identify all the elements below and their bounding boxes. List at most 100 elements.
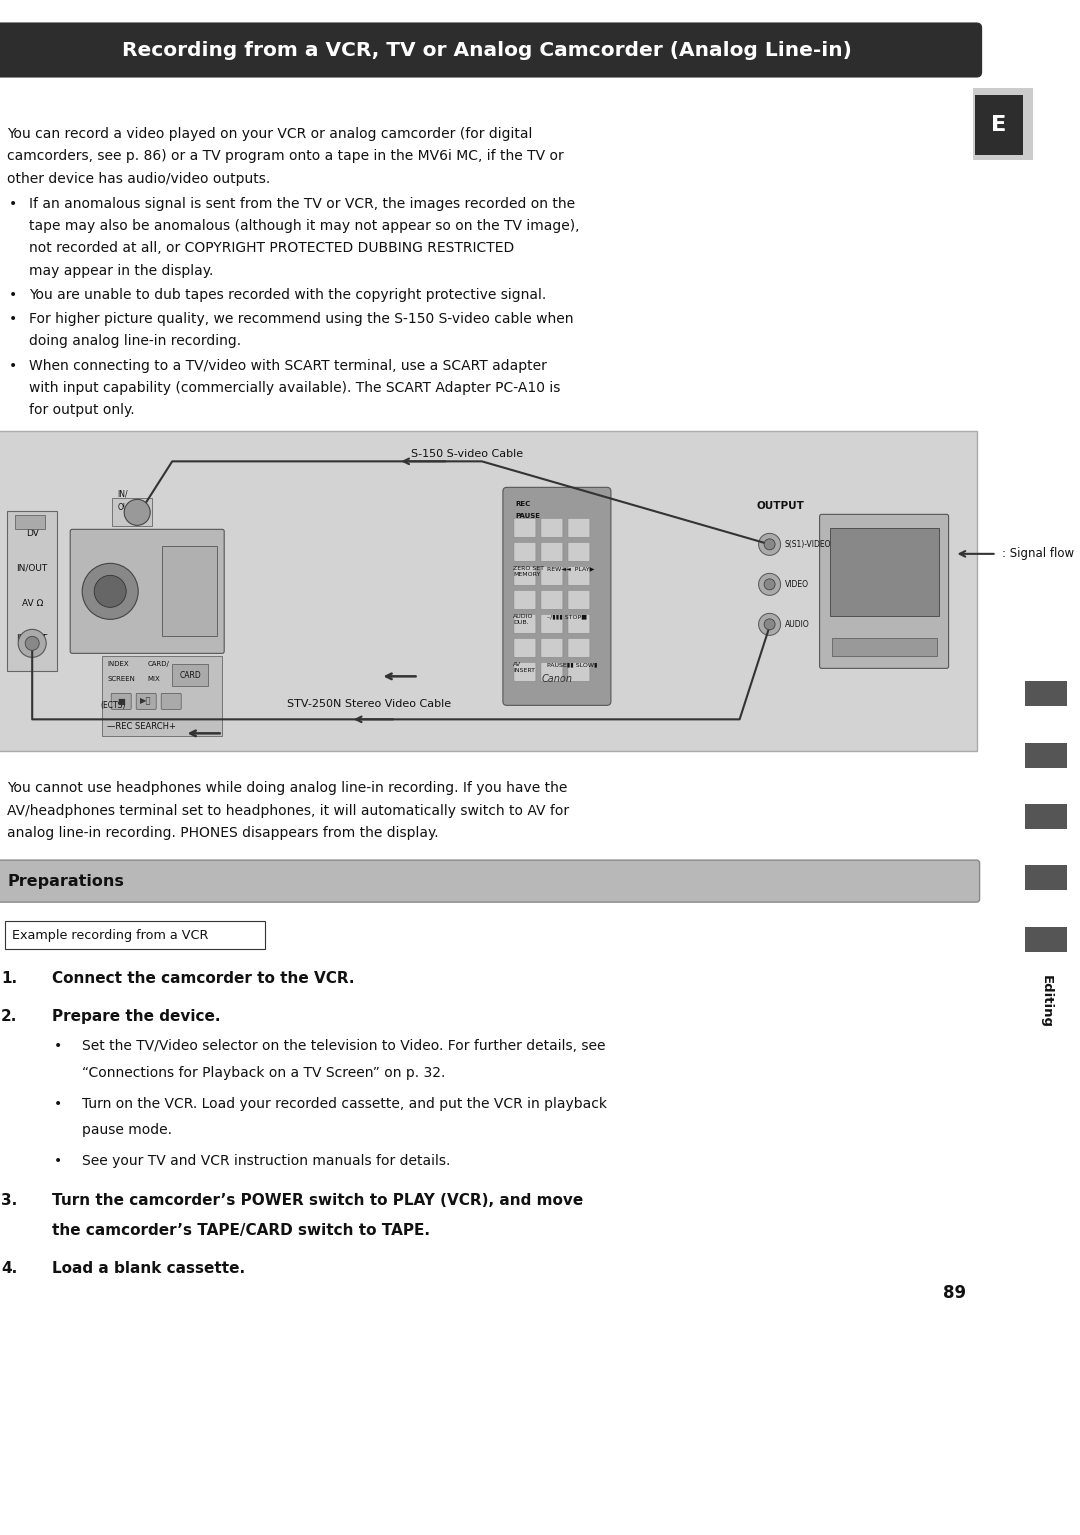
Text: OUTPUT: OUTPUT [757, 502, 805, 511]
Text: •: • [54, 1154, 63, 1168]
FancyBboxPatch shape [514, 639, 536, 657]
Text: CARD/: CARD/ [147, 662, 170, 668]
Text: •: • [54, 1096, 63, 1111]
Text: with input capability (commercially available). The SCART Adapter PC-A10 is: with input capability (commercially avai… [29, 381, 561, 394]
Bar [15, 516, 45, 530]
Text: You can record a video played on your VCR or analog camcorder (for digital: You can record a video played on your VC… [8, 127, 532, 141]
Bar [112, 499, 152, 527]
Text: Set the TV/Video selector on the television to Video. For further details, see: Set the TV/Video selector on the televis… [82, 1039, 606, 1053]
Circle shape [765, 619, 775, 629]
Text: AV Ω: AV Ω [22, 599, 43, 608]
Text: IN/OUT: IN/OUT [16, 563, 48, 573]
Text: PAUSE▮▮ SLOW▮: PAUSE▮▮ SLOW▮ [546, 662, 597, 668]
Text: Example recording from a VCR: Example recording from a VCR [12, 929, 208, 941]
Text: ZERO SET
MEMORY: ZERO SET MEMORY [513, 566, 544, 577]
FancyBboxPatch shape [111, 694, 131, 709]
Bar [5, 921, 266, 949]
Text: REW◄◄  PLAY▶: REW◄◄ PLAY▶ [546, 566, 594, 571]
FancyBboxPatch shape [503, 487, 611, 706]
Bar [973, 87, 1032, 160]
Text: camcorders, see p. 86) or a TV program onto a tape in the MV6i MC, if the TV or: camcorders, see p. 86) or a TV program o… [8, 149, 564, 163]
Text: •: • [10, 196, 17, 210]
FancyBboxPatch shape [514, 662, 536, 682]
Circle shape [94, 576, 126, 608]
Bar [0, 431, 976, 751]
Text: not recorded at all, or COPYRIGHT PROTECTED DUBBING RESTRICTED: not recorded at all, or COPYRIGHT PROTEC… [29, 241, 514, 255]
Text: AV
INSERT: AV INSERT [513, 662, 535, 674]
Text: INDEX: INDEX [107, 662, 129, 668]
FancyBboxPatch shape [541, 591, 563, 609]
FancyBboxPatch shape [568, 614, 590, 634]
Text: ▶⏸: ▶⏸ [140, 697, 152, 706]
FancyBboxPatch shape [568, 542, 590, 562]
Circle shape [758, 574, 781, 596]
Text: •: • [10, 312, 17, 325]
Text: for output only.: for output only. [29, 404, 135, 418]
Text: 2.: 2. [1, 1008, 17, 1024]
Text: See your TV and VCR instruction manuals for details.: See your TV and VCR instruction manuals … [82, 1154, 450, 1168]
FancyBboxPatch shape [70, 530, 225, 654]
Bar [1025, 866, 1067, 890]
Bar [103, 657, 222, 737]
Bar [974, 95, 1023, 155]
FancyBboxPatch shape [541, 542, 563, 562]
FancyBboxPatch shape [541, 662, 563, 682]
Bar [162, 546, 217, 637]
Circle shape [765, 539, 775, 550]
FancyBboxPatch shape [541, 519, 563, 537]
Text: ■: ■ [118, 697, 125, 706]
Text: : Signal flow: : Signal flow [1001, 548, 1074, 560]
Text: (ECTS): (ECTS) [100, 701, 125, 711]
Circle shape [25, 637, 39, 651]
Text: S(S1)-VIDEO: S(S1)-VIDEO [784, 540, 832, 550]
Text: Connect the camcorder to the VCR.: Connect the camcorder to the VCR. [52, 972, 354, 985]
Circle shape [124, 499, 150, 525]
Circle shape [758, 533, 781, 556]
Text: —REC SEARCH+: —REC SEARCH+ [107, 723, 176, 731]
Bar [829, 528, 939, 617]
Text: AUDIO
DUB.: AUDIO DUB. [513, 614, 534, 625]
Bar [1025, 804, 1067, 829]
Text: Canon: Canon [541, 674, 572, 685]
Bar [172, 665, 208, 686]
Text: 3.: 3. [1, 1193, 17, 1208]
Text: SCREEN: SCREEN [107, 677, 135, 683]
FancyBboxPatch shape [514, 591, 536, 609]
FancyBboxPatch shape [541, 639, 563, 657]
FancyBboxPatch shape [568, 639, 590, 657]
Text: •: • [10, 359, 17, 373]
FancyBboxPatch shape [541, 566, 563, 585]
Text: MIX: MIX [147, 677, 160, 683]
Text: 89: 89 [944, 1283, 967, 1302]
FancyBboxPatch shape [514, 566, 536, 585]
Text: You are unable to dub tapes recorded with the copyright protective signal.: You are unable to dub tapes recorded wit… [29, 287, 546, 302]
Circle shape [18, 629, 46, 657]
Text: doing analog line-in recording.: doing analog line-in recording. [29, 335, 241, 348]
Text: the camcorder’s TAPE/CARD switch to TAPE.: the camcorder’s TAPE/CARD switch to TAPE… [52, 1223, 430, 1237]
Circle shape [82, 563, 138, 619]
Text: Preparations: Preparations [8, 873, 124, 889]
FancyBboxPatch shape [136, 694, 157, 709]
FancyBboxPatch shape [820, 514, 948, 668]
Text: E: E [991, 115, 1007, 135]
Text: S-150 S-video Cable: S-150 S-video Cable [411, 450, 524, 459]
Text: IN/OUT: IN/OUT [16, 634, 48, 643]
Text: You cannot use headphones while doing analog line-in recording. If you have the: You cannot use headphones while doing an… [8, 781, 568, 795]
Text: Recording from a VCR, TV or Analog Camcorder (Analog Line-in): Recording from a VCR, TV or Analog Camco… [122, 40, 852, 60]
Text: –/▮▮▮ STOP■: –/▮▮▮ STOP■ [546, 614, 586, 619]
Circle shape [758, 614, 781, 635]
Text: “Connections for Playback on a TV Screen” on p. 32.: “Connections for Playback on a TV Screen… [82, 1065, 446, 1081]
Text: CARD: CARD [179, 671, 201, 680]
Text: If an anomalous signal is sent from the TV or VCR, the images recorded on the: If an anomalous signal is sent from the … [29, 196, 576, 210]
Text: tape may also be anomalous (although it may not appear so on the TV image),: tape may also be anomalous (although it … [29, 220, 580, 233]
Text: REC: REC [515, 502, 530, 508]
Text: Turn on the VCR. Load your recorded cassette, and put the VCR in playback: Turn on the VCR. Load your recorded cass… [82, 1096, 607, 1111]
FancyBboxPatch shape [0, 23, 982, 77]
FancyBboxPatch shape [568, 591, 590, 609]
Bar [1025, 743, 1067, 768]
Bar [832, 639, 936, 657]
Text: Load a blank cassette.: Load a blank cassette. [52, 1260, 245, 1276]
Text: Turn the camcorder’s POWER switch to PLAY (VCR), and move: Turn the camcorder’s POWER switch to PLA… [52, 1193, 583, 1208]
Text: Prepare the device.: Prepare the device. [52, 1008, 220, 1024]
Text: When connecting to a TV/video with SCART terminal, use a SCART adapter: When connecting to a TV/video with SCART… [29, 359, 548, 373]
